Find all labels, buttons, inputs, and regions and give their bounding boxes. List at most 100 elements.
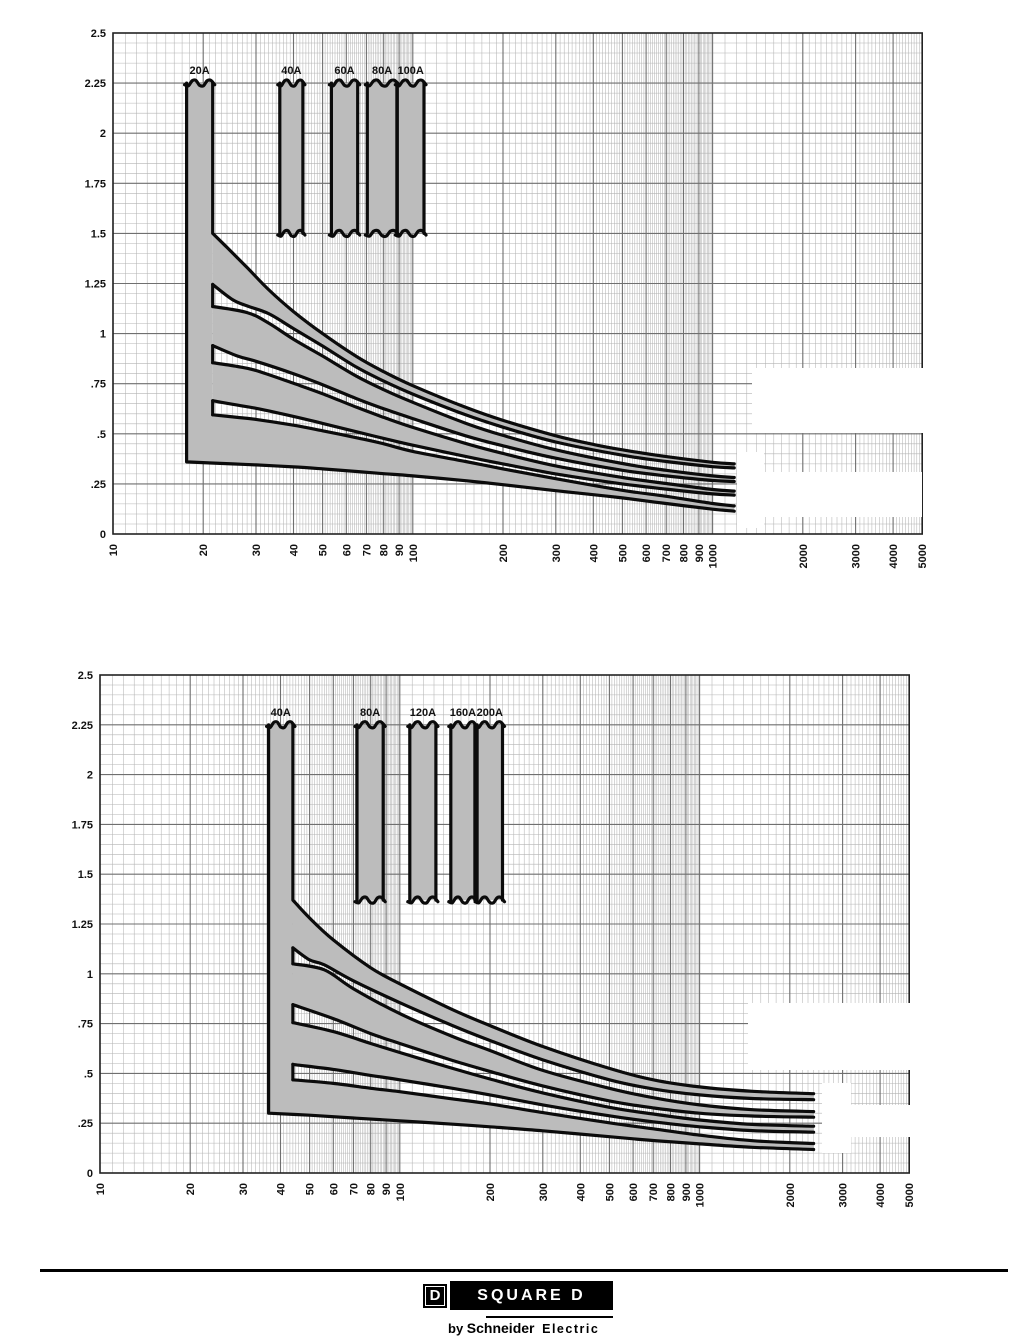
x-tick-label: 600 — [641, 544, 653, 562]
fan-left-and-bottom-boundary — [267, 723, 816, 1152]
x-tick-label: 80 — [379, 544, 391, 556]
trip-band-fill-4 — [268, 1079, 814, 1150]
x-tick-label: 10 — [108, 544, 120, 556]
band-top-break-120A — [406, 720, 440, 730]
x-tick-label: 50 — [318, 544, 330, 556]
y-tick-label: 0 — [100, 529, 106, 541]
x-tick-label: 90 — [381, 1183, 393, 1195]
x-tick-label: 80 — [366, 1183, 378, 1195]
trip-band-fill-2 — [292, 963, 814, 1118]
byline-electric: Electric — [542, 1322, 600, 1336]
x-tick-label: 200 — [498, 544, 510, 562]
x-tick-label: 2000 — [798, 544, 810, 568]
white-patch-1 — [748, 1003, 917, 1070]
x-tick-label: 4000 — [888, 544, 900, 568]
trip-curve-charts-canvas: 20A 40A 60A 80A 100A2.52.2521.751.51.251.75.… — [72, 28, 930, 1207]
x-tick-label: 4000 — [875, 1183, 887, 1207]
x-tick-label: 800 — [666, 1183, 678, 1201]
y-tick-label: .75 — [78, 1019, 93, 1031]
x-tick-label: 100 — [408, 544, 420, 562]
instantaneous-band-fill-160A — [450, 724, 475, 901]
fan-strip-fill — [186, 83, 213, 462]
y-tick-label: 1.75 — [72, 819, 93, 831]
white-patch-3 — [764, 472, 922, 517]
y-tick-label: .5 — [84, 1068, 93, 1080]
x-tick-label: 100 — [395, 1183, 407, 1201]
y-tick-label: 1.5 — [91, 228, 106, 240]
y-tick-label: 2.5 — [78, 670, 93, 682]
y-tick-label: .75 — [91, 379, 106, 391]
byline-by: by — [448, 1321, 464, 1336]
band-top-break-80A — [353, 720, 387, 730]
white-patch-2 — [737, 452, 764, 528]
y-tick-label: 2.25 — [85, 78, 106, 90]
band-bottom-break-40A — [276, 228, 307, 239]
white-patch-3 — [851, 1105, 917, 1137]
white-patch-2 — [822, 1083, 851, 1153]
band-4-upper-curve — [211, 413, 736, 508]
y-tick-label: 1.75 — [85, 178, 106, 190]
band-label-60A: 60A — [334, 65, 354, 77]
x-tick-label: 20 — [198, 544, 210, 556]
byline-schneider: Schneider — [466, 1320, 535, 1336]
trip-band-fill-3 — [212, 362, 735, 496]
x-tick-label: 1000 — [708, 544, 720, 568]
band-bottom-break-200A — [473, 895, 507, 905]
x-tick-label: 5000 — [917, 544, 929, 568]
x-tick-label: 500 — [604, 1183, 616, 1201]
square-d-logo-mark: D — [423, 1284, 447, 1308]
band-label-80A: 80A — [372, 65, 392, 77]
band-3-lower-curve — [291, 1062, 816, 1134]
x-tick-label: 700 — [661, 544, 673, 562]
band-label-20A: 20A — [190, 65, 210, 77]
x-tick-label: 3000 — [851, 544, 863, 568]
y-tick-label: 1 — [100, 329, 106, 341]
band-bottom-break-60A — [327, 228, 362, 239]
x-tick-label: 70 — [348, 1183, 360, 1195]
chart-labels: 40A 80A 120A 160A 200A2.52.2521.751.51.251.7… — [72, 670, 917, 1207]
band-top-break-160A — [447, 720, 479, 730]
instantaneous-band-fill-100A — [397, 83, 424, 234]
x-tick-label: 60 — [328, 1183, 340, 1195]
white-patch-1 — [752, 368, 926, 433]
band-4-upper-curve — [291, 1078, 816, 1146]
band-bottom-break-100A — [393, 228, 428, 239]
fan-strip-fill — [268, 724, 293, 1114]
band-label-100A: 100A — [398, 65, 424, 77]
band-label-160A: 160A — [450, 707, 476, 719]
grid-major-lines — [99, 675, 910, 1173]
x-tick-label: 50 — [305, 1183, 317, 1195]
trip-curve-strokes — [183, 78, 736, 513]
x-tick-label: 5000 — [904, 1183, 916, 1207]
x-tick-label: 600 — [628, 1183, 640, 1201]
x-tick-label: 400 — [575, 1183, 587, 1201]
band-bottom-break-80A — [353, 895, 387, 905]
y-tick-label: .25 — [91, 479, 106, 491]
band-2-upper-curve — [291, 962, 816, 1114]
chart-labels: 20A 40A 60A 80A 100A2.52.2521.751.51.251.75.… — [85, 28, 930, 568]
trip-curve-strokes — [265, 720, 816, 1152]
x-tick-label: 400 — [588, 544, 600, 562]
fan-left-and-bottom-boundary — [185, 81, 736, 513]
band-2-lower-curve — [291, 1003, 816, 1119]
square-d-mark-letter: D — [425, 1286, 445, 1306]
x-tick-label: 40 — [289, 544, 301, 556]
x-tick-label: 2000 — [785, 1183, 797, 1207]
band-3-lower-curve — [211, 399, 736, 497]
band-label-80A: 80A — [360, 707, 380, 719]
x-tick-label: 500 — [617, 544, 629, 562]
trip-band-fill-3 — [292, 1022, 814, 1133]
instantaneous-band-fill-120A — [409, 724, 436, 901]
y-tick-label: 0 — [87, 1168, 93, 1180]
band-bottom-break-80A — [363, 228, 401, 239]
chart-top: 20A 40A 60A 80A 100A2.52.2521.751.51.251.75.… — [85, 28, 930, 568]
y-tick-label: 2.25 — [72, 720, 93, 732]
band-label-40A: 40A — [271, 707, 291, 719]
band-top-break-100A — [393, 78, 428, 88]
band-bottom-break-120A — [406, 895, 440, 905]
x-tick-label: 1000 — [695, 1183, 707, 1207]
logo-separator — [486, 1316, 613, 1318]
x-tick-label: 900 — [694, 544, 706, 562]
x-tick-label: 300 — [538, 1183, 550, 1201]
schneider-byline: by Schneider Electric — [448, 1320, 618, 1338]
